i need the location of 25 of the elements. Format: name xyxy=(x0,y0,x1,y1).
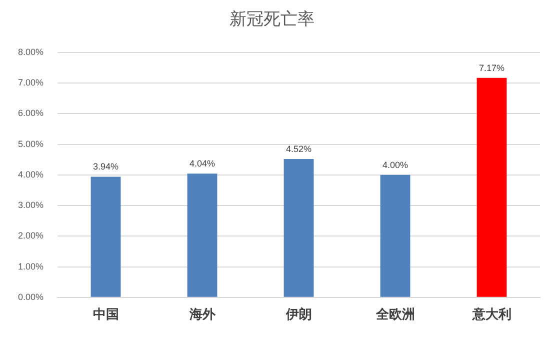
y-tick-label: 3.00% xyxy=(18,200,44,210)
y-tick-label: 6.00% xyxy=(18,108,44,118)
bar xyxy=(380,174,410,297)
x-tick-label: 伊朗 xyxy=(284,306,312,323)
y-tick-label: 0.00% xyxy=(18,292,44,302)
y-tick-label: 8.00% xyxy=(18,46,44,57)
data-label: 4.00% xyxy=(382,160,408,170)
y-tick-label: 7.00% xyxy=(18,78,44,88)
data-label: 3.94% xyxy=(93,162,119,172)
data-label: 7.17% xyxy=(478,62,505,73)
data-label: 4.52% xyxy=(286,144,312,154)
chart-title: 新冠死亡率 xyxy=(230,10,314,30)
bar xyxy=(284,158,314,297)
x-tick-label: 海外 xyxy=(188,308,216,323)
y-tick-label: 1.00% xyxy=(18,261,44,272)
bar xyxy=(476,78,507,297)
x-tick-label: 全欧洲 xyxy=(374,308,415,323)
bar xyxy=(90,176,121,297)
data-label: 4.04% xyxy=(190,158,216,169)
y-tick-label: 5.00% xyxy=(18,138,44,149)
y-tick-label: 4.00% xyxy=(18,169,44,180)
x-tick-label: 意大利 xyxy=(471,306,512,323)
x-tick-label: 中国 xyxy=(92,308,119,323)
bar xyxy=(187,174,218,297)
y-tick-label: 2.00% xyxy=(18,230,44,241)
